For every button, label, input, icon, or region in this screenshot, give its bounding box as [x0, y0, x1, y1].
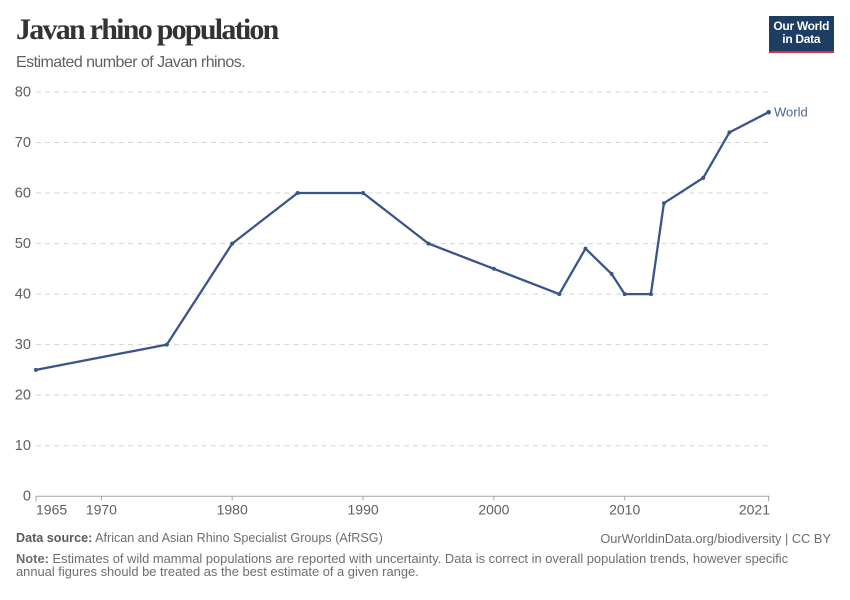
svg-text:1965: 1965 — [36, 502, 67, 518]
svg-text:1980: 1980 — [217, 502, 248, 518]
svg-text:40: 40 — [15, 287, 31, 303]
svg-text:50: 50 — [15, 236, 31, 252]
svg-text:World: World — [774, 105, 808, 120]
svg-text:2000: 2000 — [478, 502, 509, 518]
svg-text:1990: 1990 — [348, 502, 379, 518]
svg-text:60: 60 — [15, 186, 31, 202]
svg-text:70: 70 — [15, 135, 31, 151]
svg-text:2021: 2021 — [739, 502, 770, 518]
svg-text:30: 30 — [15, 337, 31, 353]
svg-text:10: 10 — [15, 438, 31, 454]
svg-text:2010: 2010 — [609, 502, 640, 518]
svg-text:80: 80 — [15, 85, 31, 101]
svg-text:0: 0 — [23, 489, 31, 505]
svg-text:20: 20 — [15, 388, 31, 404]
svg-text:1970: 1970 — [86, 502, 117, 518]
